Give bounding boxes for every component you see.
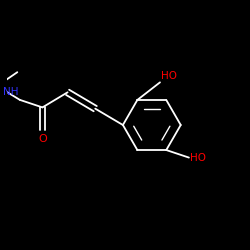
Text: HO: HO (161, 71, 177, 81)
Text: NH: NH (3, 87, 18, 97)
Text: HO: HO (190, 152, 206, 162)
Text: O: O (38, 134, 47, 144)
